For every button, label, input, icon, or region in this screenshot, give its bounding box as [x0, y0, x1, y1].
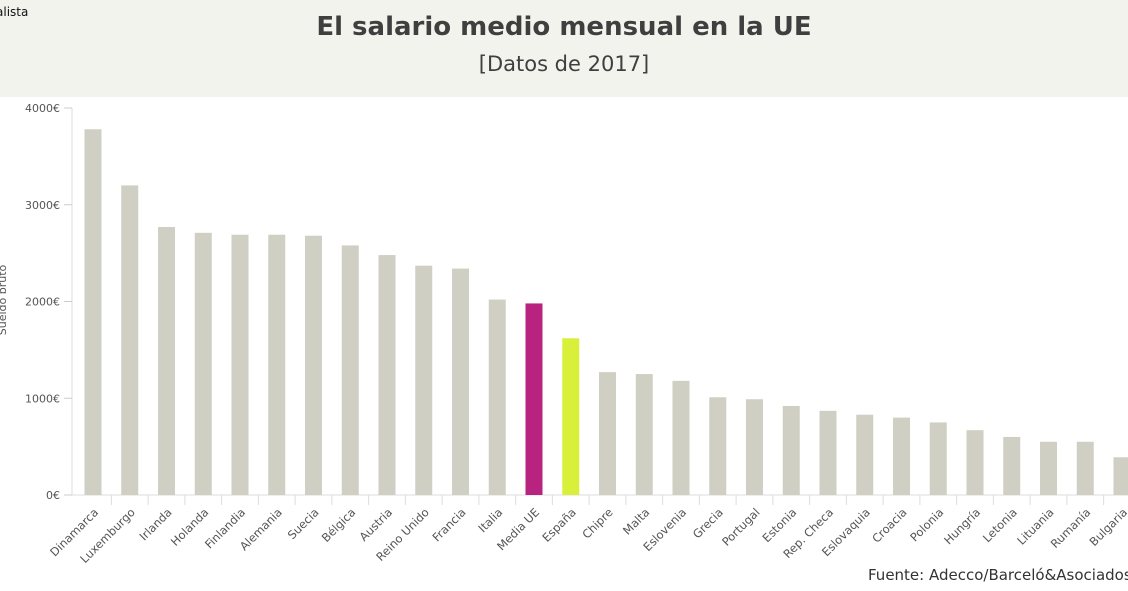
- bar-finlandia: [231, 234, 249, 495]
- x-tick-label: Italia: [475, 505, 505, 535]
- bar-eslovenia: [672, 380, 690, 495]
- x-tick-label: Chipre: [579, 505, 615, 541]
- bar-media-ue: [525, 303, 543, 495]
- x-tick-label: Francia: [429, 505, 468, 544]
- bar-irlanda: [158, 227, 175, 495]
- y-axis-label: Sueldo bruto: [0, 264, 9, 335]
- bar-suecia: [305, 235, 322, 495]
- bar-alemania: [268, 234, 286, 495]
- bar-eslovaquia: [856, 414, 874, 495]
- bar-españa: [562, 338, 580, 495]
- y-tick-label: 2000€: [25, 296, 60, 309]
- y-tick-label: 0€: [46, 489, 60, 502]
- x-tick-label: Bélgica: [319, 505, 359, 545]
- x-tick-label: Bulgaria: [1086, 505, 1128, 549]
- bar-bulgaria: [1113, 457, 1128, 495]
- bar-letonia: [1003, 436, 1021, 495]
- x-tick-label: Croacia: [869, 505, 909, 545]
- bar-italia: [488, 299, 506, 495]
- chart-header: alista El salario medio mensual en la UE…: [0, 0, 1128, 97]
- bar-francia: [452, 268, 469, 495]
- brand-logo-text: alista: [0, 5, 29, 19]
- source-note: Fuente: Adecco/Barceló&Asociados: [868, 566, 1128, 584]
- x-tick-label: Grecia: [690, 505, 726, 541]
- x-tick-label: Rumanía: [1048, 505, 1094, 551]
- bar-malta: [635, 374, 653, 495]
- x-tick-label: Malta: [620, 505, 652, 537]
- bar-estonia: [782, 405, 800, 495]
- bar-luxemburgo: [121, 185, 139, 495]
- y-tick-label: 4000€: [25, 102, 60, 115]
- x-tick-label: España: [539, 505, 579, 545]
- bar-reino-unido: [415, 265, 433, 495]
- bar-lituania: [1040, 441, 1057, 495]
- bar-polonia: [929, 422, 947, 495]
- bar-portugal: [746, 399, 763, 495]
- chart-subtitle: [Datos de 2017]: [478, 52, 650, 76]
- bar-holanda: [194, 232, 212, 495]
- bar-austria: [378, 255, 396, 495]
- bar-hungría: [966, 430, 984, 495]
- bar-dinamarca: [84, 129, 102, 495]
- bar-chipre: [599, 372, 616, 495]
- bar-croacia: [893, 417, 910, 495]
- x-tick-label: Portugal: [719, 505, 763, 549]
- y-tick-label: 3000€: [25, 199, 60, 212]
- chart-title: El salario medio mensual en la UE: [316, 12, 812, 42]
- x-tick-label: Polonia: [907, 505, 946, 544]
- bar-grecia: [709, 397, 727, 495]
- bar-rep-checa: [819, 410, 837, 495]
- y-tick-label: 1000€: [25, 392, 60, 405]
- x-tick-label: Hungría: [941, 505, 983, 547]
- bar-rumanía: [1076, 441, 1094, 495]
- x-tick-label: Letonia: [980, 505, 1020, 545]
- x-tick-label: Suecia: [285, 505, 322, 542]
- bar-bélgica: [341, 245, 359, 495]
